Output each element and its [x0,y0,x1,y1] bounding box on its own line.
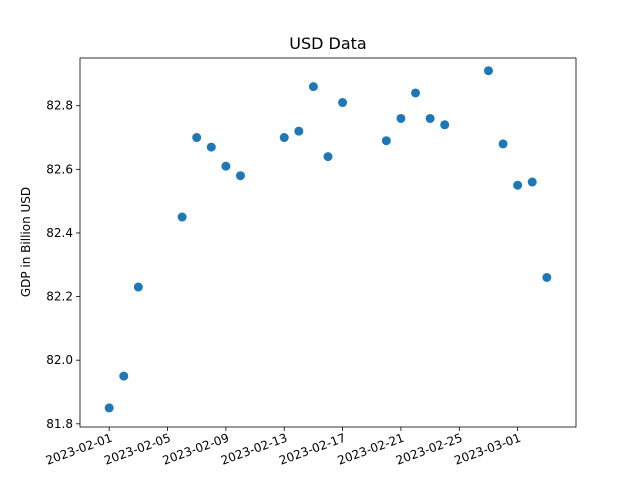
data-point [542,272,552,282]
x-axis: 2023-02-012023-02-052023-02-092023-02-13… [44,427,523,468]
y-axis: 81.8 82.0 82.2 82.4 82.6 82.8 [46,99,80,431]
data-point [133,282,143,292]
data-point [192,133,202,143]
x-tick-label: 2023-02-21 [336,431,406,468]
data-point [381,136,391,146]
data-point [338,98,348,108]
x-tick-label: 2023-02-01 [44,431,114,468]
data-point [498,139,508,149]
x-tick-label: 2023-02-09 [161,431,231,468]
data-point [294,126,304,136]
data-point [308,82,318,92]
x-tick-label: 2023-03-01 [452,431,522,468]
y-tick-label: 82.4 [46,226,73,240]
data-point [425,113,435,123]
data-point [396,113,406,123]
data-point [483,66,493,76]
y-axis-label: GDP in Billion USD [19,187,33,297]
data-point [513,180,523,190]
data-point [411,88,421,98]
x-tick-label: 2023-02-13 [219,431,289,468]
data-point [221,161,231,171]
data-point [323,152,333,162]
data-points [104,66,552,413]
data-point [440,120,450,130]
y-tick-label: 82.0 [46,353,73,367]
data-point [119,371,129,381]
data-point [235,171,245,181]
y-tick-label: 82.2 [46,290,73,304]
data-point [104,403,114,413]
plot-frame [79,57,577,428]
data-point [279,133,289,143]
x-tick-label: 2023-02-05 [102,431,172,468]
data-point [527,177,537,187]
data-point [177,212,187,222]
chart-title: USD Data [289,34,366,53]
y-tick-label: 82.6 [46,162,73,176]
x-tick-label: 2023-02-25 [394,431,464,468]
y-tick-label: 82.8 [46,99,73,113]
x-tick-label: 2023-02-17 [277,431,347,468]
data-point [206,142,216,152]
y-tick-label: 81.8 [46,417,73,431]
